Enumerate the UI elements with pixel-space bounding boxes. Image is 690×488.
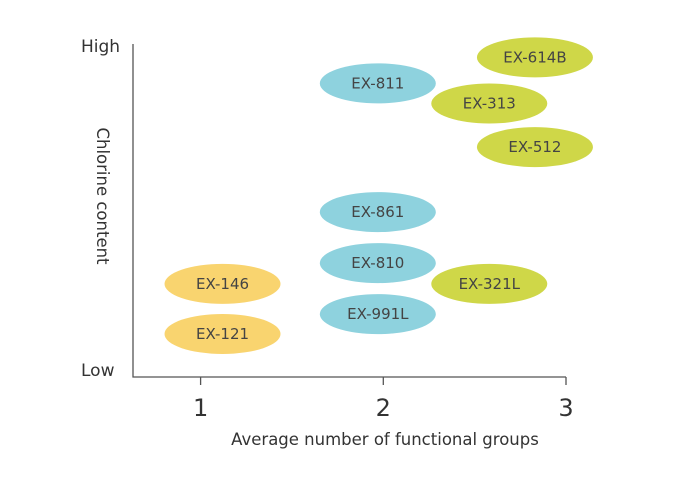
bubble-ex-811: EX-811 [319, 63, 436, 104]
bubble-ex-512: EX-512 [476, 127, 593, 168]
bubble-label: EX-313 [463, 95, 516, 113]
bubble-shape [164, 263, 281, 304]
bubble-label: EX-121 [196, 325, 249, 343]
bubble-shape [319, 63, 436, 104]
x-axis-title: Average number of functional groups [231, 430, 539, 449]
bubble-shape [319, 294, 436, 335]
y-axis-title: Chlorine content [93, 127, 112, 265]
bubble-ex-313: EX-313 [431, 83, 548, 124]
bubble-ex-861: EX-861 [319, 192, 436, 233]
bubble-ex-991l: EX-991L [319, 294, 436, 335]
bubble-ex-810: EX-810 [319, 243, 436, 284]
bubble-label: EX-991L [347, 305, 409, 323]
bubble-shape [431, 263, 548, 304]
bubble-ex-146: EX-146 [164, 263, 281, 304]
y-low-label: Low [81, 361, 115, 381]
x-tick-label: 3 [558, 394, 573, 422]
bubble-shape [319, 192, 436, 233]
bubble-label: EX-810 [351, 254, 404, 272]
bubble-label: EX-512 [508, 138, 561, 156]
bubble-ex-614b: EX-614B [476, 37, 593, 78]
bubble-shape [476, 37, 593, 78]
bubble-shape [164, 313, 281, 354]
bubble-label: EX-811 [351, 74, 404, 92]
bubble-shape [476, 127, 593, 168]
x-tick-label: 2 [376, 394, 391, 422]
bubble-shape [431, 83, 548, 124]
bubbles-layer: EX-614B EX-811 EX-313 EX-512 EX-861 EX-810 EX-… [164, 37, 593, 354]
bubble-ex-321l: EX-321L [431, 263, 548, 304]
bubble-label: EX-146 [196, 275, 249, 293]
x-tick-label: 1 [193, 394, 208, 422]
axes [132, 44, 566, 378]
bubble-label: EX-861 [351, 203, 404, 221]
x-ticks-layer: 1 2 3 [193, 377, 574, 422]
bubble-label: EX-614B [503, 48, 566, 66]
bubble-ex-121: EX-121 [164, 313, 281, 354]
bubble-shape [319, 243, 436, 284]
y-high-label: High [81, 37, 120, 57]
bubble-label: EX-321L [459, 275, 521, 293]
